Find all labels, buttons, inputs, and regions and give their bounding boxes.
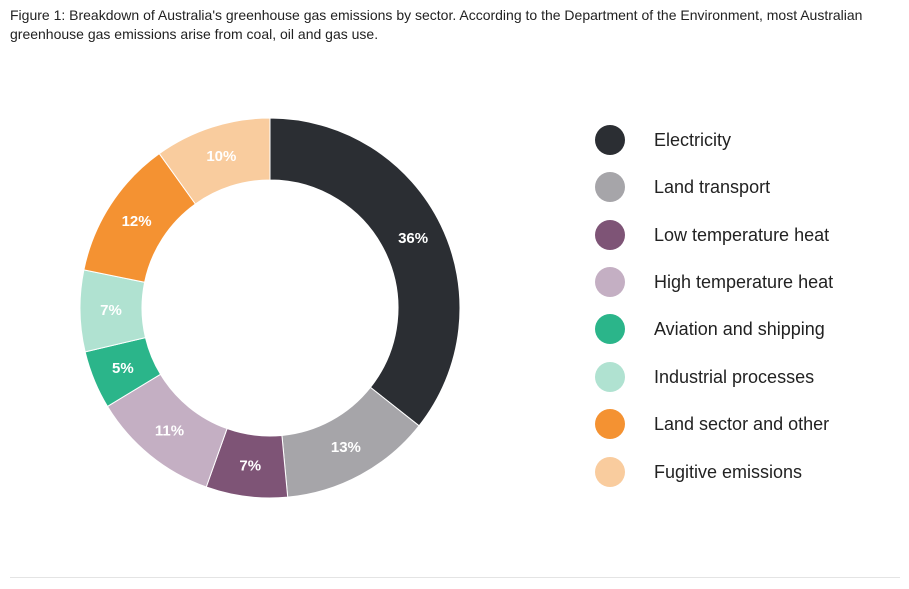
legend-item-aviation-and-shipping: Aviation and shipping	[593, 311, 893, 345]
legend-item-land-transport: Land transport	[593, 169, 893, 203]
slice-electricity	[269, 117, 461, 427]
figure-caption: Figure 1: Breakdown of Australia's green…	[10, 7, 863, 42]
bottom-divider	[10, 577, 900, 578]
legend-swatch-land-sector-and-other	[595, 409, 625, 439]
legend-label-industrial-processes: Industrial processes	[654, 367, 815, 387]
legend-label-land-transport: Land transport	[654, 177, 771, 197]
slice-label-high-temperature-heat: 11%	[155, 423, 184, 440]
legend-label-low-temperature-heat: Low temperature heat	[654, 225, 830, 245]
legend-label-high-temperature-heat: High temperature heat	[654, 272, 834, 292]
legend-swatch-fugitive-emissions	[595, 457, 625, 487]
legend-item-land-sector-and-other: Land sector and other	[593, 406, 893, 440]
legend-label-aviation-and-shipping: Aviation and shipping	[654, 319, 825, 339]
slice-label-land-sector-and-other: 12%	[122, 213, 152, 230]
legend-item-industrial-processes: Industrial processes	[593, 359, 893, 393]
legend-swatch-aviation-and-shipping	[595, 314, 625, 344]
legend-swatch-land-transport	[595, 172, 625, 202]
legend-swatch-industrial-processes	[595, 362, 625, 392]
legend-label-land-sector-and-other: Land sector and other	[654, 414, 830, 434]
legend-swatch-high-temperature-heat	[595, 267, 625, 297]
slice-label-aviation-and-shipping: 5%	[112, 360, 134, 377]
slice-fugitive-emissions	[158, 117, 271, 205]
legend-item-electricity: Electricity	[593, 122, 893, 156]
legend-label-fugitive-emissions: Fugitive emissions	[654, 462, 803, 482]
legend-label-electricity: Electricity	[654, 130, 732, 150]
legend-item-high-temperature-heat: High temperature heat	[593, 264, 893, 298]
slice-label-electricity: 36%	[398, 230, 428, 247]
legend-swatch-electricity	[595, 125, 625, 155]
legend-item-fugitive-emissions: Fugitive emissions	[593, 454, 893, 488]
legend-item-low-temperature-heat: Low temperature heat	[593, 217, 893, 251]
slice-label-low-temperature-heat: 7%	[239, 457, 261, 474]
legend-swatch-low-temperature-heat	[595, 220, 625, 250]
slice-label-industrial-processes: 7%	[100, 302, 122, 319]
slice-label-land-transport: 13%	[331, 439, 361, 456]
slice-label-fugitive-emissions: 10%	[206, 148, 236, 165]
